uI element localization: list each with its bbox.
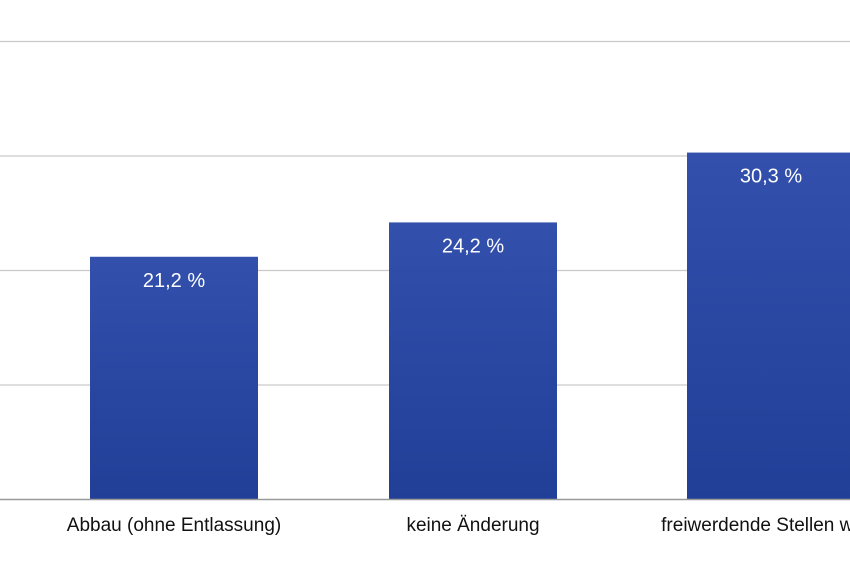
data-labels: 21,2 % 24,2 % 30,3 % [143, 166, 802, 292]
category-label: keine Änderung [406, 515, 539, 536]
bar [687, 152, 850, 500]
bar-value-label: 24,2 % [442, 235, 504, 257]
category-labels: l Abbau (ohne Entlassung) keine Änderung f… [0, 515, 850, 536]
category-label: freiwerdende Stellen werd [661, 515, 850, 536]
bar-value-label: 21,2 % [143, 270, 205, 292]
bars [90, 152, 850, 500]
category-label-partial: l [0, 515, 1, 536]
category-label: Abbau (ohne Entlassung) [67, 515, 281, 536]
bar [90, 256, 258, 500]
bar [389, 222, 557, 500]
bar-value-label: 30,3 % [740, 166, 802, 188]
